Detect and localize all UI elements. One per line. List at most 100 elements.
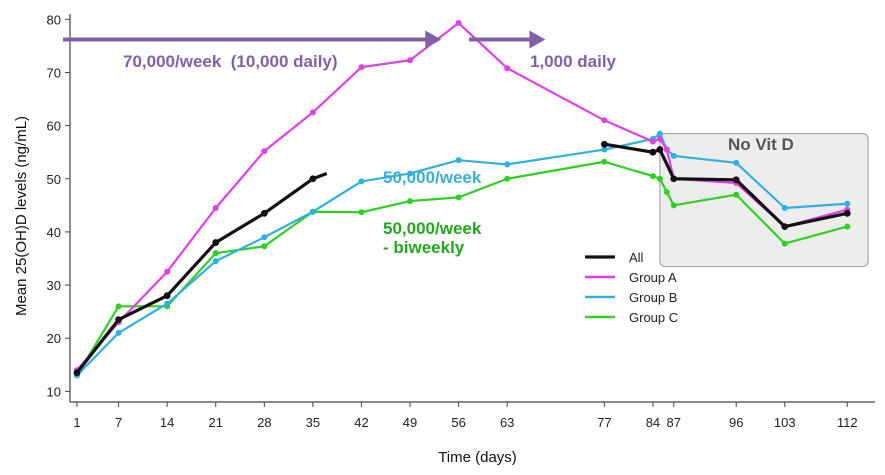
axes — [69, 14, 875, 403]
x-tick-label: 112 — [837, 415, 858, 430]
y-tick-label: 20 — [47, 331, 61, 346]
data-point — [600, 140, 608, 148]
legend-item: Group C — [585, 310, 678, 325]
data-point — [656, 146, 664, 153]
data-point — [407, 198, 414, 205]
data-point — [844, 200, 851, 207]
data-point — [649, 148, 657, 156]
data-point — [781, 205, 788, 211]
data-point — [212, 205, 219, 211]
y-axis-title: Mean 25(OH)D levels (ng/mL) — [13, 116, 30, 316]
x-tick-label: 1 — [73, 415, 80, 430]
annotation-group-b: 50,000/week — [383, 168, 482, 187]
data-point — [407, 170, 414, 177]
data-point — [455, 157, 462, 164]
data-point — [504, 175, 511, 182]
data-point — [358, 64, 365, 71]
data-point — [656, 175, 663, 182]
data-point — [455, 20, 462, 27]
x-tick-label: 84 — [646, 415, 660, 430]
data-point — [261, 243, 268, 250]
series-line — [75, 160, 848, 376]
y-tick-label: 70 — [47, 65, 61, 80]
data-point — [844, 223, 851, 230]
x-ticks: 1 7 14 21 28 35 42 49 56 63 77 84 87 96 103 112 — [73, 402, 858, 430]
annotation-group-c-line1: 50,000/week — [383, 219, 482, 238]
legend-item: Group B — [585, 290, 677, 305]
annotation-group-c-line2: - biweekly — [383, 238, 465, 257]
y-tick-label: 10 — [47, 384, 61, 399]
x-tick-label: 87 — [667, 415, 681, 430]
data-point — [212, 239, 220, 246]
data-point — [733, 159, 740, 166]
data-point — [670, 175, 678, 183]
arrow-head — [529, 30, 546, 49]
data-point — [601, 158, 608, 165]
legend-item: Group A — [585, 270, 677, 285]
legend-label: Group C — [629, 310, 678, 325]
legend-label: Group B — [629, 290, 677, 305]
data-point — [163, 292, 171, 300]
x-tick-label: 103 — [774, 415, 796, 430]
data-point — [309, 208, 316, 215]
y-tick-label: 60 — [47, 119, 61, 134]
legend-label: All — [629, 250, 644, 265]
y-tick-label: 30 — [47, 278, 61, 293]
data-point — [649, 138, 656, 145]
x-tick-label: 7 — [115, 415, 122, 430]
data-point — [649, 173, 656, 180]
data-point — [601, 117, 608, 124]
data-point — [504, 161, 511, 168]
data-point — [309, 109, 316, 116]
data-point — [781, 223, 789, 231]
data-point — [601, 146, 608, 153]
data-point — [670, 202, 677, 209]
data-point — [656, 135, 663, 142]
series-all — [73, 140, 851, 377]
data-point — [212, 258, 219, 265]
data-point — [663, 189, 670, 196]
data-point — [407, 57, 414, 64]
x-tick-label: 77 — [597, 415, 611, 430]
y-tick-label: 40 — [47, 225, 61, 240]
data-point — [670, 152, 677, 159]
data-point — [358, 209, 365, 216]
annotation-phase1: 70,000/week (10,000 daily) — [123, 52, 338, 71]
data-point — [309, 175, 317, 183]
x-axis-title: Time (days) — [438, 449, 517, 466]
x-tick-label: 49 — [403, 415, 417, 430]
data-point — [261, 148, 268, 155]
x-tick-label: 56 — [451, 415, 465, 430]
data-point — [733, 191, 740, 198]
data-point — [732, 176, 740, 184]
legend-label: Group A — [629, 270, 677, 285]
data-point — [212, 250, 219, 257]
annotation-no-vit-d: No Vit D — [728, 135, 794, 154]
series-group — [73, 20, 851, 379]
data-point — [260, 209, 268, 217]
data-point — [164, 300, 171, 307]
legend-item: All — [585, 250, 644, 265]
y-tick-label: 80 — [47, 12, 61, 27]
x-tick-label: 28 — [257, 415, 271, 430]
annotation-phase2: 1,000 daily — [530, 52, 617, 71]
x-tick-label: 96 — [729, 415, 743, 430]
data-point — [656, 130, 663, 137]
data-point — [115, 329, 122, 336]
series-line — [76, 132, 848, 377]
no-vitd-region — [659, 133, 869, 267]
x-tick-label: 42 — [354, 415, 368, 430]
data-point — [455, 194, 462, 201]
data-point — [115, 316, 122, 324]
data-point — [164, 268, 171, 275]
arrow-head — [425, 30, 442, 49]
data-point — [73, 369, 81, 377]
data-point — [115, 303, 122, 310]
data-point — [663, 146, 670, 153]
y-ticks: 10 20 30 40 50 60 70 80 — [47, 12, 70, 399]
data-point — [504, 65, 511, 72]
phase2-arrow — [469, 30, 546, 49]
phase1-arrow — [63, 30, 442, 49]
phase-arrows — [63, 30, 546, 49]
